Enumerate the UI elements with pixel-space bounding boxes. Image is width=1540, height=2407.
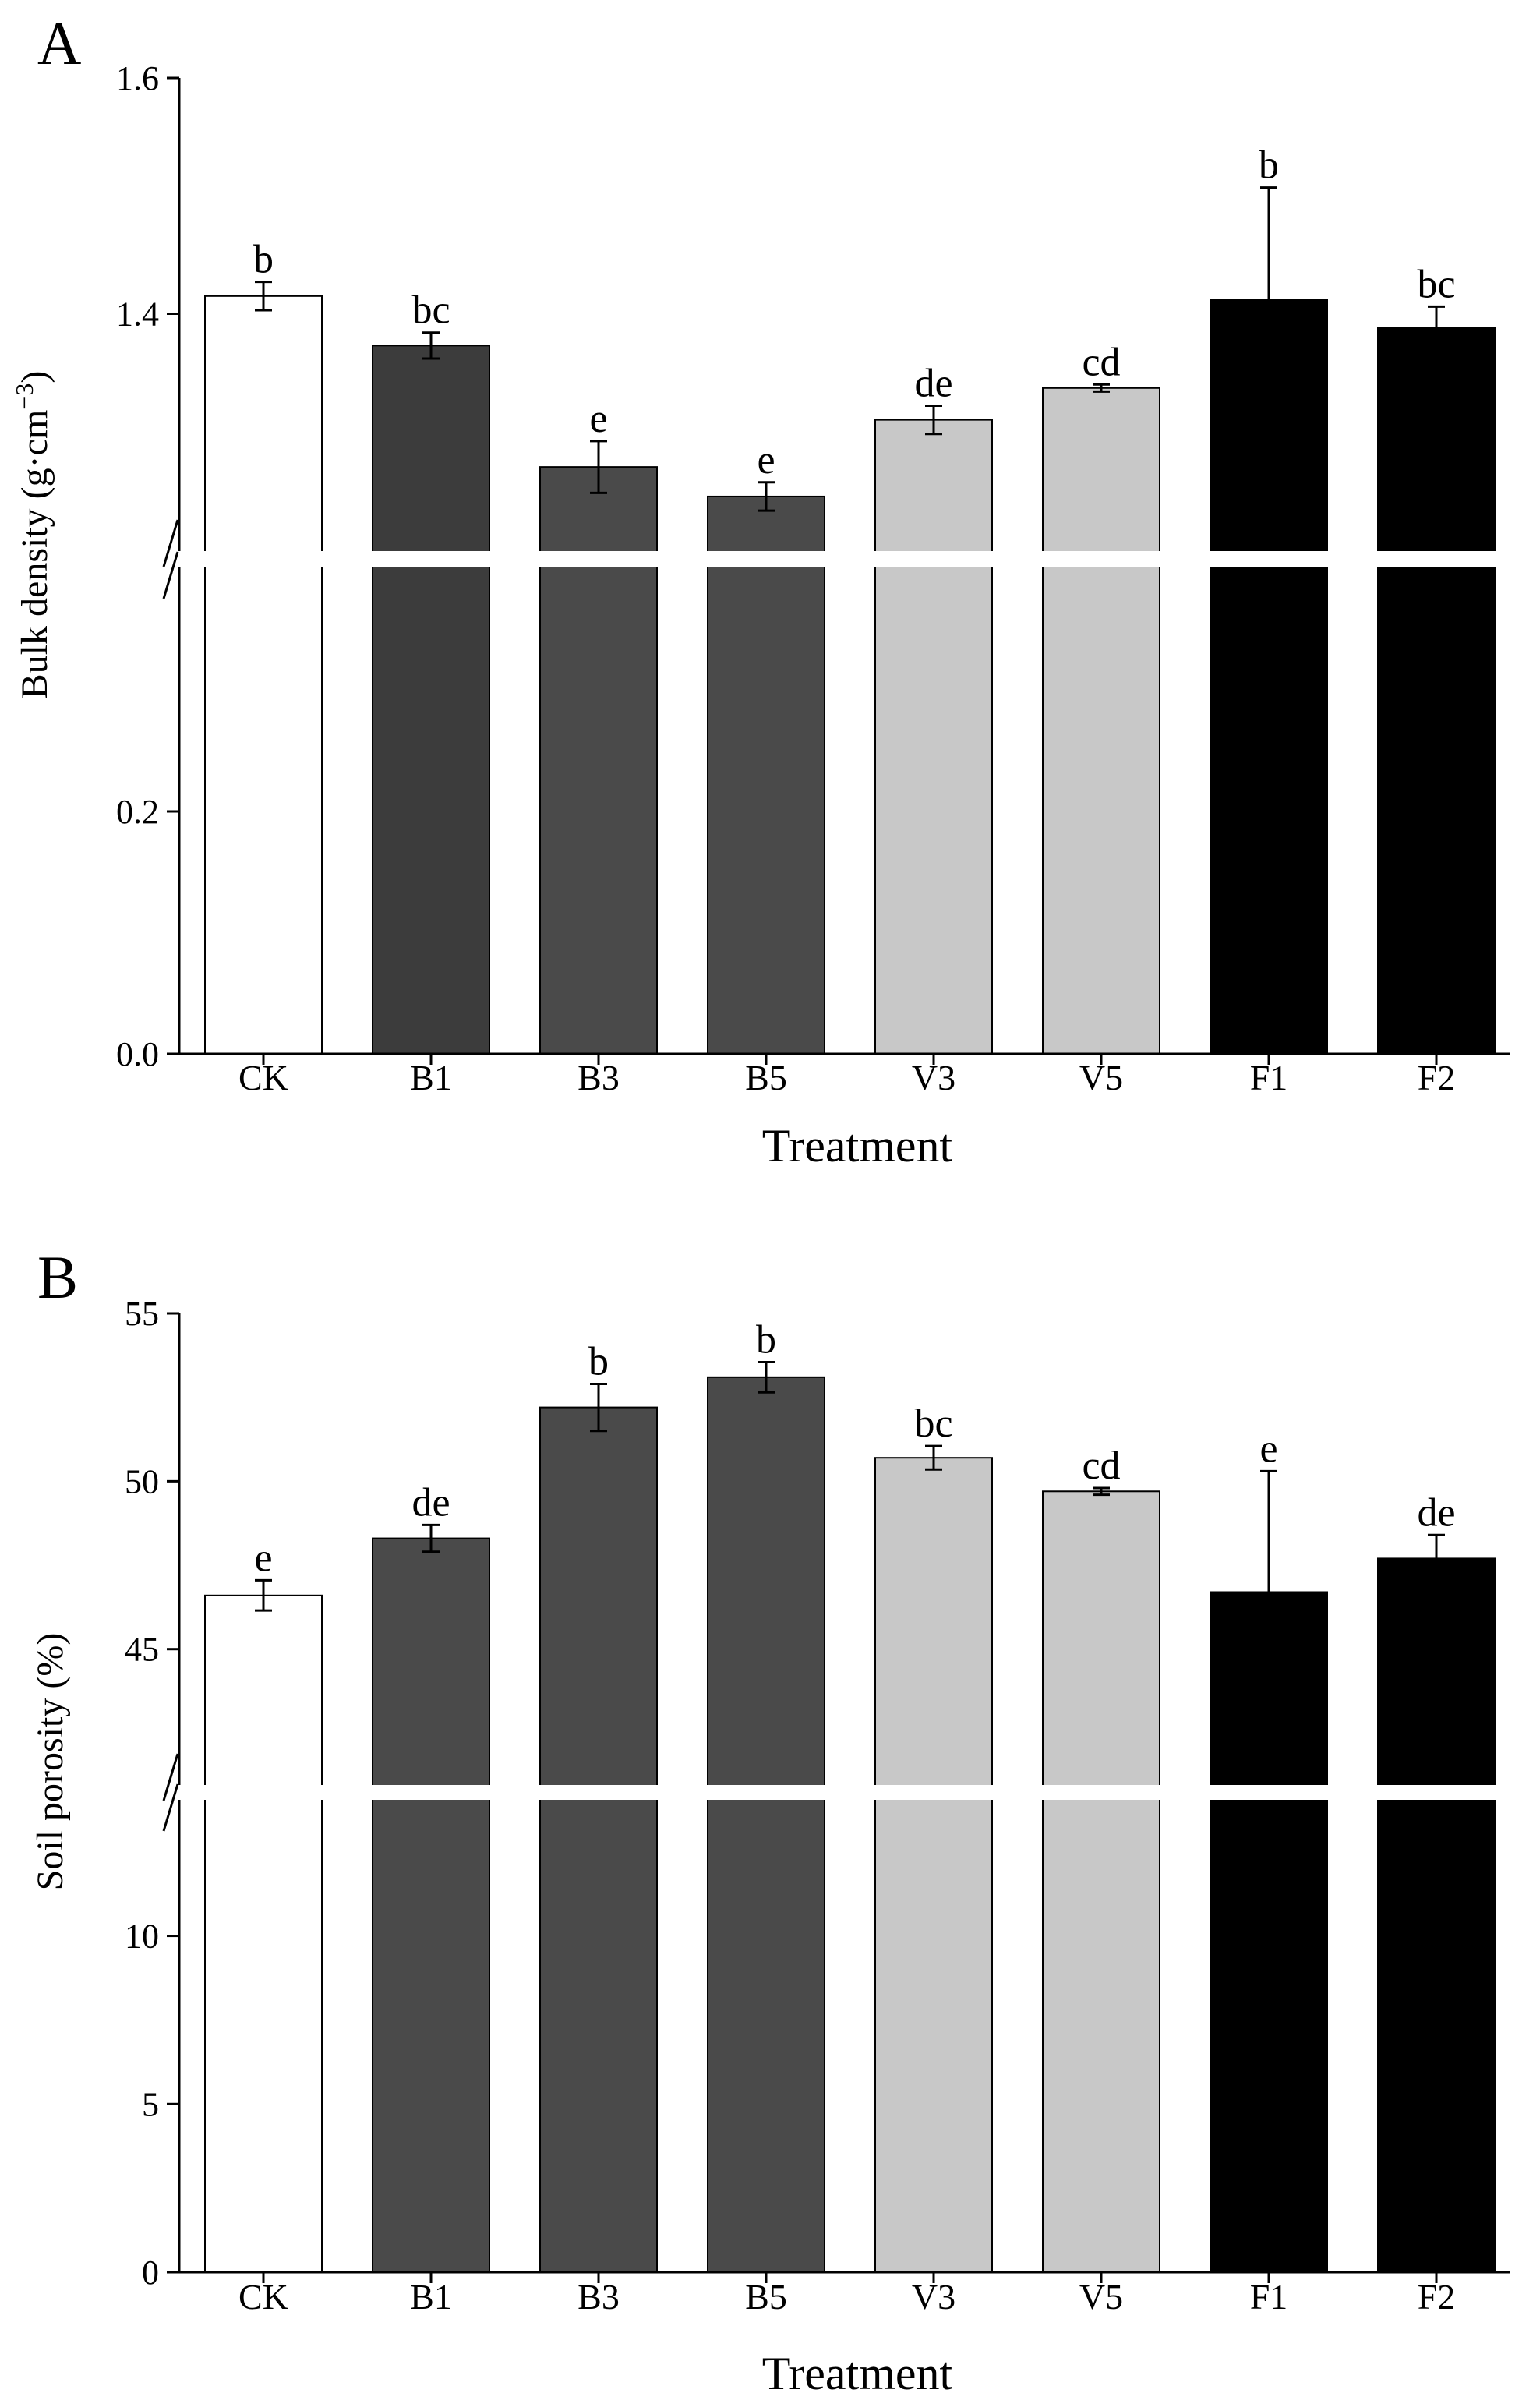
- y-tick-label: 0: [142, 2253, 159, 2292]
- error-bar-b1: [422, 331, 440, 360]
- x-tick-label-b1: B1: [410, 2277, 452, 2317]
- x-tick-label-b3: B3: [578, 2277, 620, 2317]
- bar-ck: [204, 295, 323, 1055]
- error-bar-v3: [925, 1444, 942, 1471]
- y-tick-label: 0.0: [116, 1035, 159, 1073]
- significance-letter-f1: b: [1259, 143, 1279, 188]
- bar-ck: [204, 1594, 323, 2274]
- x-tick-label-f1: F1: [1250, 1058, 1288, 1097]
- y-axis-title: Soil porosity (%): [30, 1633, 71, 1891]
- error-bar-b5: [758, 481, 775, 512]
- chart-panel-b: Be de b b bc cd e de 0 5 10 45 50 55 CK B1 B3 B5 V3 V5 F1 F2 T…: [30, 1243, 1512, 2399]
- significance-letter-f2: bc: [1417, 262, 1455, 306]
- significance-letter-b3: b: [588, 1339, 609, 1384]
- y-tick-label: 55: [125, 1295, 159, 1333]
- y-tick-label: 10: [125, 1917, 159, 1956]
- axis-break-gap: [178, 551, 1512, 567]
- x-tick-label-f2: F2: [1418, 1058, 1456, 1097]
- significance-letter-ck: e: [254, 1536, 272, 1580]
- error-bar-f1: [1260, 186, 1277, 413]
- axis-break-mark: [162, 519, 179, 567]
- x-tick-label-ck: CK: [238, 2277, 288, 2317]
- significance-letter-v3: de: [914, 361, 952, 405]
- y-axis-title: Bulk density (g·cm−3): [10, 371, 55, 699]
- error-bar-ck: [255, 281, 272, 312]
- significance-letter-v5: cd: [1082, 340, 1120, 384]
- x-tick-label-f1: F1: [1250, 2277, 1288, 2317]
- x-tick-label-v3: V3: [912, 1058, 955, 1097]
- bar-b3: [539, 1406, 658, 2273]
- x-axis-title: Treatment: [762, 2348, 953, 2399]
- error-bar-b5: [758, 1360, 775, 1394]
- error-bar-v5: [1093, 1486, 1110, 1497]
- significance-letter-f2: de: [1417, 1490, 1455, 1535]
- significance-letter-b1: de: [411, 1480, 450, 1525]
- error-bar-v3: [925, 404, 942, 436]
- axis-break-mark: [162, 1783, 179, 1832]
- bar-f2: [1377, 1557, 1496, 2273]
- significance-letter-v5: cd: [1082, 1444, 1120, 1488]
- significance-letter-b3: e: [589, 397, 607, 441]
- bar-v5: [1042, 1490, 1160, 2273]
- significance-letter-v3: bc: [914, 1401, 952, 1446]
- x-tick-label-v3: V3: [912, 2277, 955, 2317]
- error-bar-f2: [1428, 1533, 1445, 1584]
- y-tick-label: 1.6: [116, 59, 159, 97]
- bar-b1: [372, 1537, 490, 2274]
- x-tick-label-f2: F2: [1418, 2277, 1456, 2317]
- axis-break-mark: [162, 1753, 179, 1801]
- bar-f2: [1377, 327, 1496, 1055]
- error-bar-b3: [590, 440, 607, 494]
- error-bar-b1: [422, 1523, 440, 1553]
- bar-b5: [707, 495, 825, 1055]
- significance-letter-f1: e: [1259, 1426, 1277, 1471]
- error-bar-b3: [590, 1382, 607, 1433]
- significance-letter-b5: b: [756, 1317, 776, 1362]
- x-tick-label-v5: V5: [1079, 1058, 1123, 1097]
- x-tick-label-b1: B1: [410, 1058, 452, 1097]
- x-tick-label-b3: B3: [578, 1058, 620, 1097]
- bar-v3: [874, 419, 993, 1055]
- y-tick-label: 45: [125, 1631, 159, 1669]
- error-bar-ck: [255, 1578, 272, 1612]
- error-bar-f1: [1260, 1469, 1277, 1715]
- x-tick-label-b5: B5: [745, 2277, 787, 2317]
- x-tick-label-ck: CK: [238, 1058, 288, 1097]
- y-tick-label: 1.4: [116, 295, 159, 334]
- bar-v5: [1042, 387, 1160, 1055]
- panel-label: B: [37, 1243, 78, 1311]
- y-tick-label: 50: [125, 1462, 159, 1500]
- significance-letter-ck: b: [253, 238, 274, 282]
- bar-b1: [372, 345, 490, 1055]
- x-tick-label-b5: B5: [745, 1058, 787, 1097]
- significance-letter-b1: bc: [411, 288, 450, 333]
- x-axis-title: Treatment: [762, 1120, 953, 1172]
- axis-break-mark: [162, 551, 179, 599]
- bar-b5: [707, 1376, 825, 2273]
- panel-label: A: [37, 9, 81, 77]
- y-tick-label: 0.2: [116, 793, 159, 831]
- error-bar-v5: [1093, 383, 1110, 393]
- axis-break-gap: [178, 1785, 1512, 1800]
- bar-f1: [1210, 299, 1328, 1055]
- bar-v3: [874, 1457, 993, 2273]
- y-tick-label: 5: [142, 2085, 159, 2123]
- error-bar-f2: [1428, 305, 1445, 351]
- chart-panel-a: Ab bc e e de cd b bc 0.0 0.2 1.4 1.6 CK B1 B3 B5 V3 V5 F1 F…: [10, 9, 1512, 1172]
- significance-letter-b5: e: [757, 438, 775, 482]
- x-tick-label-v5: V5: [1079, 2277, 1123, 2317]
